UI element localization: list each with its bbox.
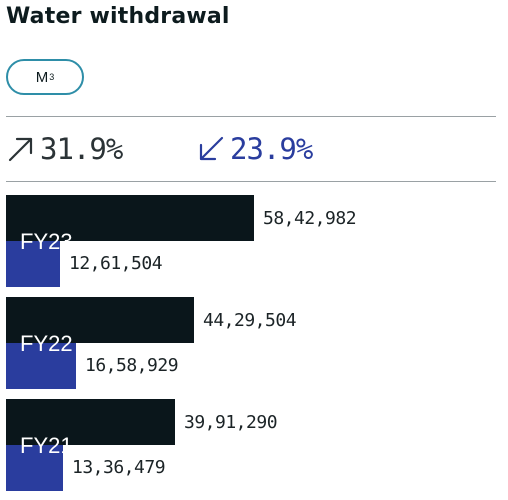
- bar-fy23-series-1: [6, 195, 254, 241]
- divider-bottom: [6, 181, 496, 182]
- bar-fy22-series-2: [6, 343, 76, 389]
- bar-fy21-series-2: [6, 445, 63, 491]
- arrow-up-right-icon: [8, 137, 33, 162]
- bar-fy22-series-1: [6, 297, 194, 343]
- bar-fy21-series-1: [6, 399, 175, 445]
- unit-superscript: 3: [49, 72, 55, 82]
- category-label-fy22: FY22: [20, 331, 73, 356]
- value-label-fy21-series-2: 13,36,479: [72, 457, 166, 478]
- value-label-fy23-series-2: 12,61,504: [69, 253, 163, 274]
- stat-decrease-value: 23.9%: [230, 132, 313, 166]
- chart-title: Water withdrawal: [6, 4, 230, 29]
- divider-top: [6, 116, 496, 117]
- stat-increase-value: 31.9%: [40, 132, 123, 166]
- category-label-fy23: FY23: [20, 229, 73, 254]
- category-label-fy21: FY21: [20, 433, 73, 458]
- value-label-fy22-series-2: 16,58,929: [85, 355, 179, 376]
- stat-decrease: 23.9%: [196, 132, 313, 166]
- stat-increase: 31.9%: [6, 132, 123, 166]
- unit-label: M: [35, 68, 49, 86]
- bar-fy23-series-2: [6, 241, 60, 287]
- value-label-fy21-series-1: 39,91,290: [184, 412, 278, 433]
- value-label-fy22-series-1: 44,29,504: [203, 310, 297, 331]
- value-label-fy23-series-1: 58,42,982: [263, 208, 357, 229]
- arrow-down-left-icon: [199, 136, 224, 161]
